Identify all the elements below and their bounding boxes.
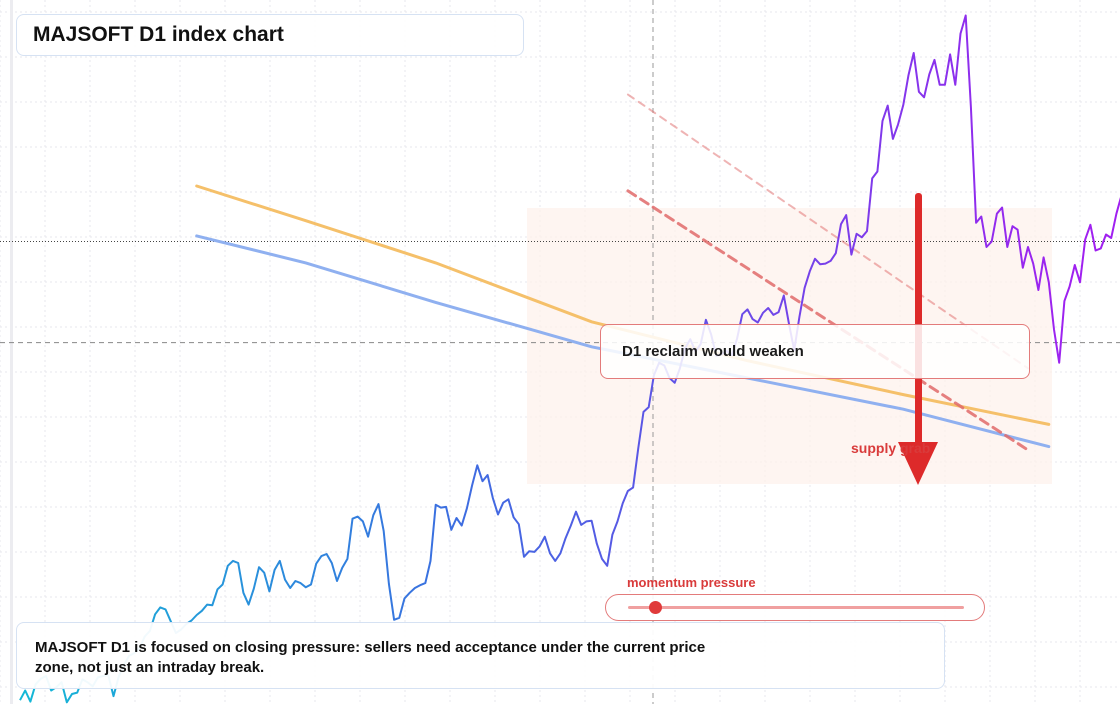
overlay-lines bbox=[195, 93, 1051, 452]
supply-annotation: supply grab bbox=[851, 440, 931, 456]
arrow-head bbox=[898, 442, 938, 485]
trend-line bbox=[626, 189, 1030, 452]
note-card: MAJSOFT D1 is focused on closing pressur… bbox=[16, 622, 945, 689]
price-line bbox=[19, 14, 1120, 704]
arrow-shaft bbox=[915, 193, 922, 445]
reclaim-annotation: D1 reclaim would weaken bbox=[600, 324, 1030, 379]
moving-average-line bbox=[195, 184, 1051, 426]
chart-title: MAJSOFT D1 index chart bbox=[16, 14, 524, 56]
momentum-bar bbox=[628, 606, 964, 609]
momentum-knob bbox=[648, 601, 662, 614]
left-edge bbox=[10, 0, 13, 704]
down-arrow-icon bbox=[898, 193, 938, 485]
trend-line bbox=[626, 93, 1030, 370]
momentum-gauge bbox=[605, 594, 985, 621]
moving-average-line bbox=[195, 234, 1051, 449]
momentum-label: momentum pressure bbox=[627, 575, 756, 590]
note-text: MAJSOFT D1 is focused on closing pressur… bbox=[35, 639, 706, 676]
